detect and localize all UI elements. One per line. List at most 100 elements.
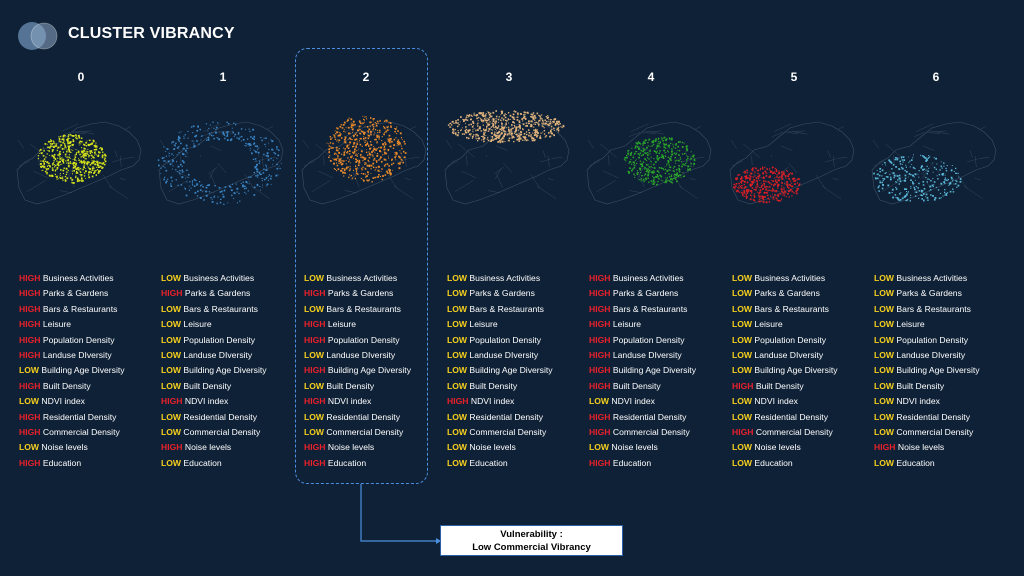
cluster-dot xyxy=(771,190,773,192)
cluster-dot xyxy=(257,148,259,150)
cluster-dot xyxy=(391,163,393,166)
cluster-dot xyxy=(538,120,540,122)
street-line xyxy=(893,155,895,166)
cluster-dot xyxy=(273,152,275,154)
cluster-dot xyxy=(206,139,208,141)
cluster-dot xyxy=(764,166,766,168)
page-title: CLUSTER VIBRANCY xyxy=(68,25,235,42)
cluster-dot xyxy=(376,141,378,143)
cluster-dot xyxy=(890,162,893,164)
attribute-row: LOW Bars & Restaurants xyxy=(304,302,411,317)
cluster-dot xyxy=(42,160,45,162)
cluster-dot xyxy=(338,148,340,150)
cluster-dot xyxy=(396,140,399,143)
cluster-dot xyxy=(545,123,547,125)
street-line xyxy=(649,131,665,135)
cluster-dot xyxy=(634,147,637,149)
cluster-dot xyxy=(547,123,549,126)
cluster-dot xyxy=(163,160,165,162)
cluster-dot xyxy=(207,130,209,132)
cluster-dot xyxy=(775,189,778,192)
cluster-dot xyxy=(558,131,560,133)
cluster-dot xyxy=(898,199,900,202)
cluster-dot xyxy=(933,166,936,169)
cluster-dot xyxy=(481,139,483,141)
cluster-dot xyxy=(646,164,648,166)
cluster-dot xyxy=(906,193,908,195)
cluster-dot xyxy=(542,131,544,133)
cluster-dot xyxy=(174,144,176,147)
cluster-dot xyxy=(193,145,196,148)
cluster-dot xyxy=(67,138,69,141)
cluster-dot xyxy=(777,195,780,197)
cluster-dot xyxy=(328,148,330,151)
cluster-dot xyxy=(350,138,352,140)
cluster-dot xyxy=(88,144,91,146)
cluster-dot xyxy=(664,181,666,183)
cluster-dot xyxy=(517,112,519,115)
attribute-row: HIGH NDVI index xyxy=(447,394,553,409)
cluster-dot xyxy=(552,120,554,122)
cluster-dot xyxy=(666,165,668,167)
cluster-dot xyxy=(674,160,676,162)
cluster-dot xyxy=(354,138,356,141)
attribute-row: LOW Leisure xyxy=(874,317,980,332)
cluster-dot xyxy=(789,180,791,182)
cluster-dot xyxy=(213,196,215,198)
cluster-dot xyxy=(765,201,768,204)
cluster-dot xyxy=(522,120,524,122)
attribute-row: LOW Building Age Diversity xyxy=(732,363,838,378)
cluster-dot xyxy=(511,127,514,130)
attribute-name: Education xyxy=(325,457,367,468)
cluster-dot xyxy=(886,176,889,178)
cluster-dot xyxy=(389,169,391,172)
cluster-dot xyxy=(907,192,909,194)
street-line xyxy=(832,178,839,181)
cluster-dot xyxy=(66,157,68,159)
cluster-dot xyxy=(234,133,236,136)
cluster-dot xyxy=(65,174,67,176)
attribute-name: Education xyxy=(752,457,793,468)
cluster-dot xyxy=(72,182,75,184)
cluster-dot xyxy=(276,167,279,170)
cluster-dot xyxy=(356,150,358,152)
cluster-dot xyxy=(348,138,350,140)
cluster-dot xyxy=(449,122,452,125)
cluster-dot xyxy=(908,173,911,175)
cluster-dot xyxy=(352,169,354,171)
cluster-dot xyxy=(504,132,506,134)
cluster-dot xyxy=(465,117,467,119)
cluster-dot xyxy=(483,140,485,143)
cluster-dot xyxy=(738,174,741,176)
cluster-dot xyxy=(237,133,240,135)
cluster-dot xyxy=(367,130,369,133)
cluster-dot xyxy=(389,141,390,143)
cluster-dot xyxy=(480,130,482,132)
cluster-dot xyxy=(358,152,359,154)
cluster-dot xyxy=(661,138,663,140)
cluster-dot xyxy=(334,158,336,161)
cluster-dot xyxy=(787,184,789,186)
cluster-dot xyxy=(63,173,64,174)
cluster-dot xyxy=(77,180,79,182)
cluster-dot xyxy=(779,176,781,178)
cluster-dot xyxy=(501,124,503,126)
cluster-dot xyxy=(668,164,670,166)
cluster-dot xyxy=(925,160,928,162)
cluster-dot xyxy=(175,169,177,171)
cluster-dot xyxy=(503,138,505,140)
cluster-dot xyxy=(465,129,467,131)
cluster-dot xyxy=(80,156,82,158)
cluster-dot xyxy=(104,157,106,159)
cluster-dot xyxy=(792,180,794,182)
cluster-dot xyxy=(653,177,655,179)
cluster-dot xyxy=(383,165,386,167)
attribute-row: HIGH Bars & Restaurants xyxy=(19,302,125,317)
cluster-dot xyxy=(381,140,383,142)
cluster-dot xyxy=(181,169,184,171)
cluster-dot xyxy=(233,192,236,194)
cluster-dot xyxy=(81,178,83,180)
attribute-row: HIGH Leisure xyxy=(19,317,125,332)
cluster-dot xyxy=(42,147,44,149)
attribute-row: HIGH Education xyxy=(304,456,411,471)
